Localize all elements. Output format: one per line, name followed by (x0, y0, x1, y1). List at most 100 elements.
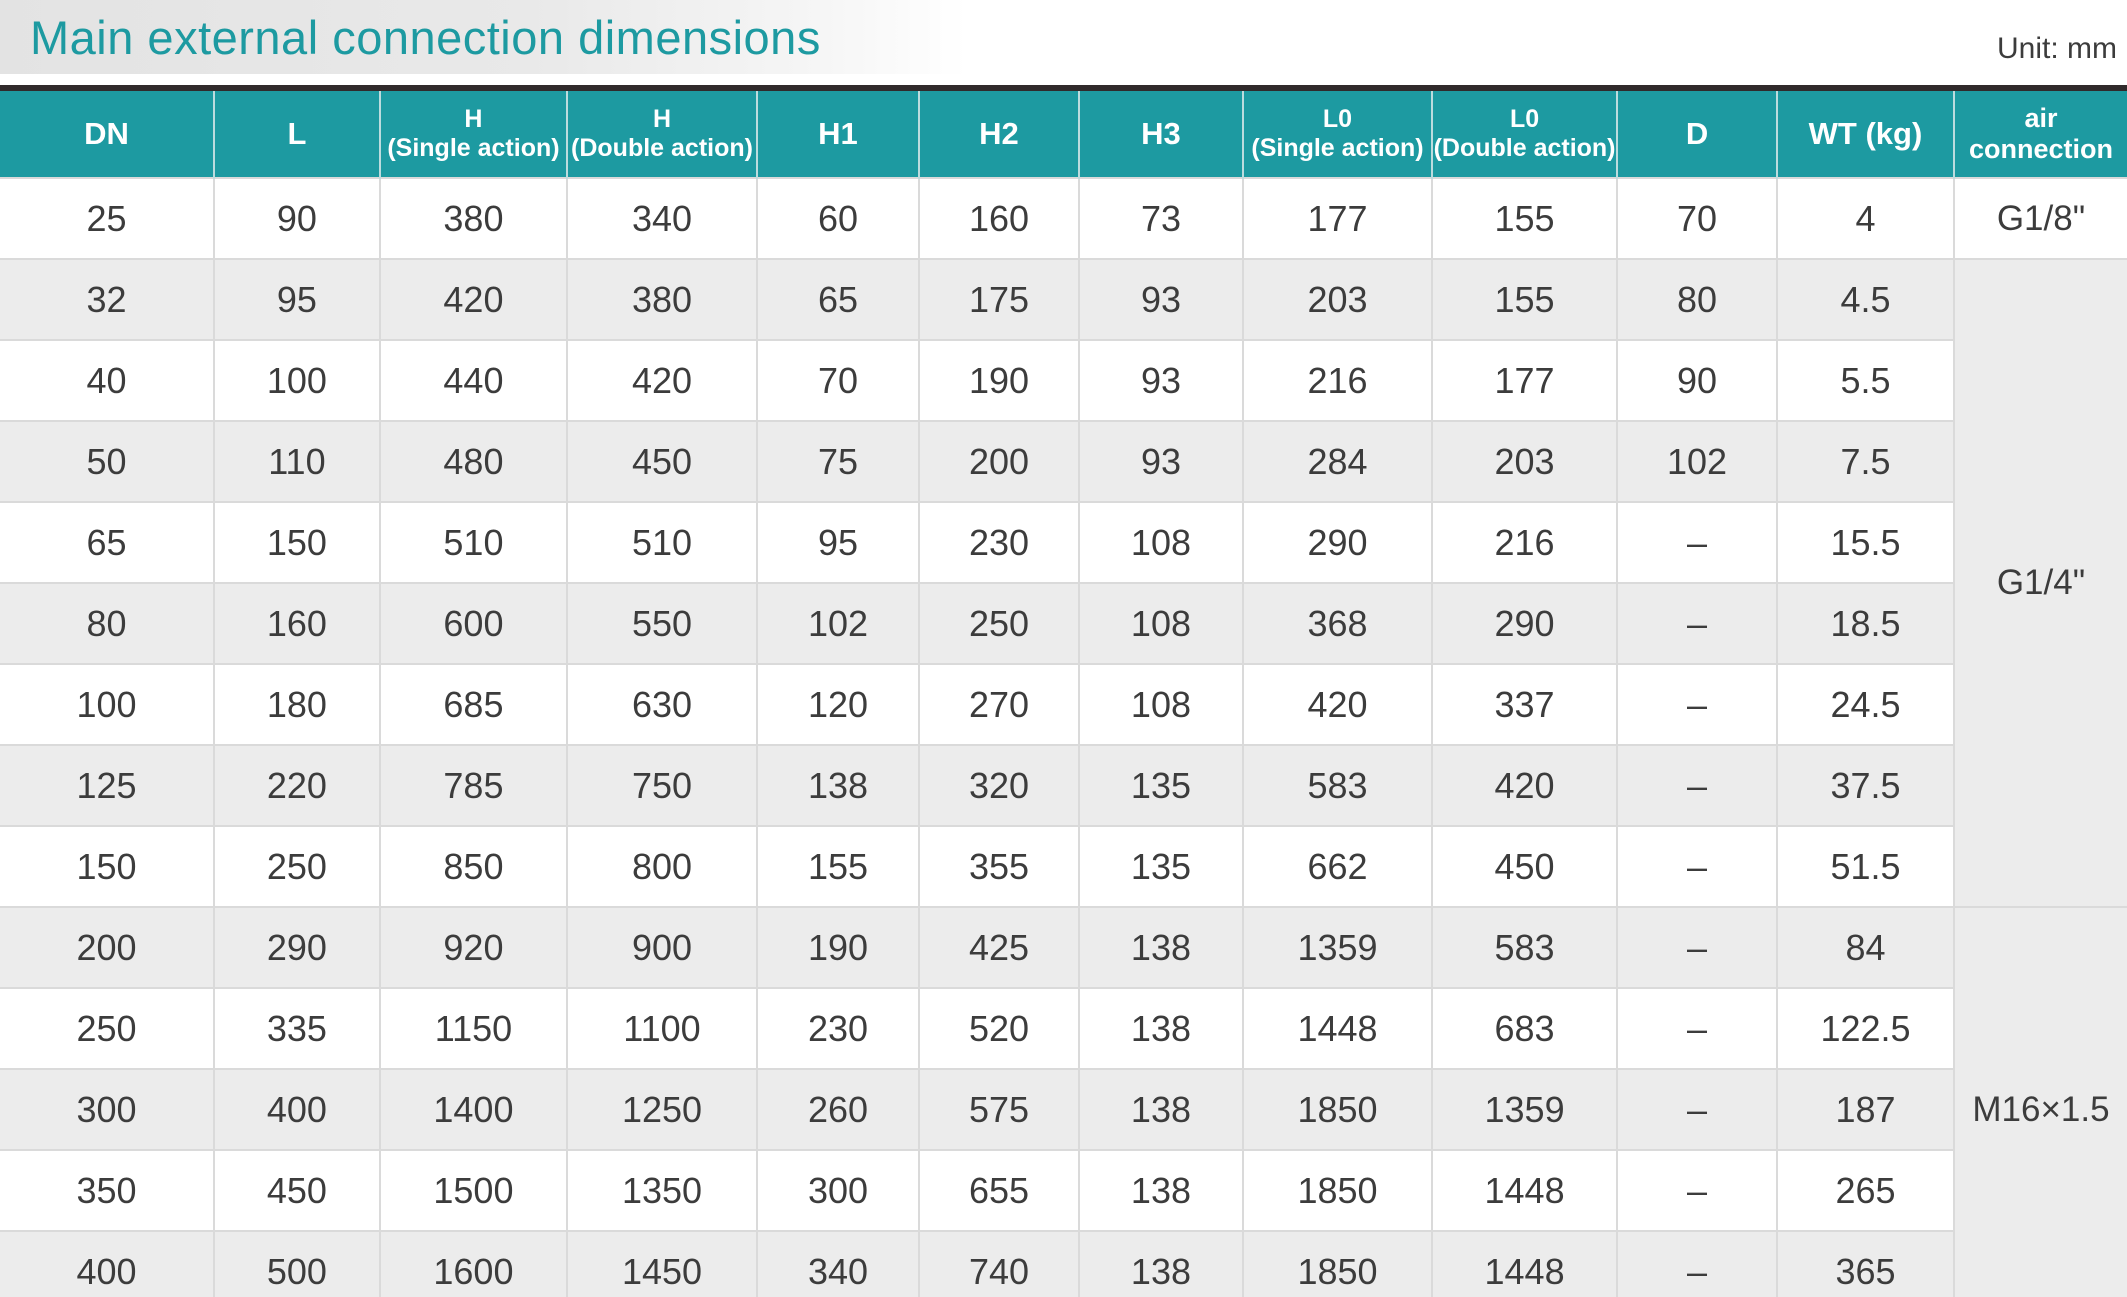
cell-l0_single: 1850 (1241, 1068, 1434, 1151)
cell-h1: 190 (755, 906, 921, 989)
cell-h_double: 1100 (566, 987, 758, 1070)
col-header-l0-single: L0 (Single action) (1241, 88, 1433, 178)
table-body: 25 90 380 340 60 160 73 177 155 70 4 G1/8" 32 95 420 38… (0, 177, 2127, 1297)
cell-h_double: 1250 (566, 1068, 758, 1151)
cell-dn: 250 (0, 987, 215, 1070)
cell-h1: 70 (755, 339, 921, 422)
cell-d: 80 (1616, 258, 1779, 341)
cell-h3: 108 (1077, 663, 1244, 746)
cell-l0_single: 1850 (1241, 1149, 1434, 1232)
cell-l0_single: 662 (1241, 825, 1434, 908)
cell-h_double: 510 (566, 501, 758, 584)
col-header-label: air connection (1968, 103, 2113, 164)
col-header-sublabel: (Single action) (387, 134, 560, 162)
cell-h_single: 1150 (378, 987, 569, 1070)
cell-l: 100 (212, 339, 381, 422)
cell-dn: 400 (0, 1230, 215, 1297)
cell-l0_double: 203 (1431, 420, 1619, 503)
cell-h_double: 340 (566, 177, 758, 260)
cell-d: – (1616, 1149, 1779, 1232)
title-bar: Main external connection dimensions (0, 0, 967, 74)
cell-d: – (1616, 501, 1779, 584)
cell-l0_double: 683 (1431, 987, 1619, 1070)
col-header-sublabel: (Single action) (1251, 134, 1424, 162)
table-row: 100 180 685 630 120 270 108 420 337–24.5 (0, 663, 2127, 746)
cell-h2: 160 (918, 177, 1080, 260)
table-row: 300 400 1400 1250 260 575 138 1850 1359–187 (0, 1068, 2127, 1151)
cell-wt: 187 (1776, 1068, 1955, 1151)
col-header-h1: H1 (755, 88, 920, 178)
col-header-label: L (287, 116, 307, 151)
cell-wt: 5.5 (1776, 339, 1955, 422)
col-header-label: DN (84, 116, 129, 151)
cell-dn: 300 (0, 1068, 215, 1151)
cell-h_double: 630 (566, 663, 758, 746)
cell-h_double: 800 (566, 825, 758, 908)
cell-h_double: 900 (566, 906, 758, 989)
cell-h3: 138 (1077, 987, 1244, 1070)
table-row: 80 160 600 550 102 250 108 368 290–18.5 (0, 582, 2127, 665)
table-row: 150 250 850 800 155 355 135 662 450–51.5 (0, 825, 2127, 908)
cell-l0_single: 177 (1241, 177, 1434, 260)
col-header-d: D (1616, 88, 1778, 178)
cell-l0_double: 177 (1431, 339, 1619, 422)
cell-l0_single: 368 (1241, 582, 1434, 665)
cell-h1: 260 (755, 1068, 921, 1151)
col-header-l: L (212, 88, 380, 178)
cell-wt: 84 (1776, 906, 1955, 989)
cell-l0_single: 1448 (1241, 987, 1434, 1070)
col-header-label: H (464, 105, 483, 134)
cell-h_double: 750 (566, 744, 758, 827)
cell-dn: 100 (0, 663, 215, 746)
cell-h3: 135 (1077, 825, 1244, 908)
cell-h_single: 850 (378, 825, 569, 908)
col-header-label: H1 (818, 116, 858, 151)
cell-d: – (1616, 744, 1779, 827)
cell-l0_double: 155 (1431, 258, 1619, 341)
unit-label: Unit: mm (1997, 32, 2117, 65)
cell-wt: 51.5 (1776, 825, 1955, 908)
cell-l0_single: 290 (1241, 501, 1434, 584)
cell-h_single: 480 (378, 420, 569, 503)
cell-l0_double: 155 (1431, 177, 1619, 260)
cell-d: – (1616, 663, 1779, 746)
cell-h_double: 1450 (566, 1230, 758, 1297)
col-header-l0-double: L0 (Double action) (1431, 88, 1618, 178)
cell-h3: 108 (1077, 582, 1244, 665)
cell-h2: 230 (918, 501, 1080, 584)
col-header-label: H (652, 105, 672, 134)
table-header: DN L H (Single action) H (Double action)… (0, 88, 2127, 178)
cell-h_single: 685 (378, 663, 569, 746)
cell-h_single: 1400 (378, 1068, 569, 1151)
cell-h3: 135 (1077, 744, 1244, 827)
cell-h_single: 1600 (378, 1230, 569, 1297)
cell-l0_double: 583 (1431, 906, 1619, 989)
table-row: 200 290 920 900 190 425 138 1359 583–84 M16×1.5 (0, 906, 2127, 1297)
cell-h2: 175 (918, 258, 1080, 341)
cell-h3: 138 (1077, 1068, 1244, 1151)
cell-dn: 150 (0, 825, 215, 908)
cell-wt: 365 (1776, 1230, 1955, 1297)
cell-h_double: 1350 (566, 1149, 758, 1232)
cell-d: – (1616, 1068, 1779, 1151)
cell-wt: 7.5 (1776, 420, 1955, 503)
cell-dn: 80 (0, 582, 215, 665)
cell-h1: 138 (755, 744, 921, 827)
cell-l0_single: 203 (1241, 258, 1434, 341)
cell-h_double: 380 (566, 258, 758, 341)
cell-l0_double: 337 (1431, 663, 1619, 746)
cell-h_double: 550 (566, 582, 758, 665)
cell-h_single: 380 (378, 177, 569, 260)
col-header-dn: DN (0, 88, 214, 178)
cell-h1: 300 (755, 1149, 921, 1232)
cell-l0_double: 1448 (1431, 1149, 1619, 1232)
cell-dn: 65 (0, 501, 215, 584)
table-row: 40 100 440 420 70 190 93 216 177 90 5.5 (0, 339, 2127, 422)
cell-l0_double: 1359 (1431, 1068, 1619, 1151)
cell-l: 400 (212, 1068, 381, 1151)
col-header-air-connection: air connection (1952, 88, 2127, 178)
cell-l0_double: 290 (1431, 582, 1619, 665)
table-row: 400 500 1600 1450 340 740 138 1850 1448–365 (0, 1230, 2127, 1297)
cell-l0_single: 216 (1241, 339, 1434, 422)
